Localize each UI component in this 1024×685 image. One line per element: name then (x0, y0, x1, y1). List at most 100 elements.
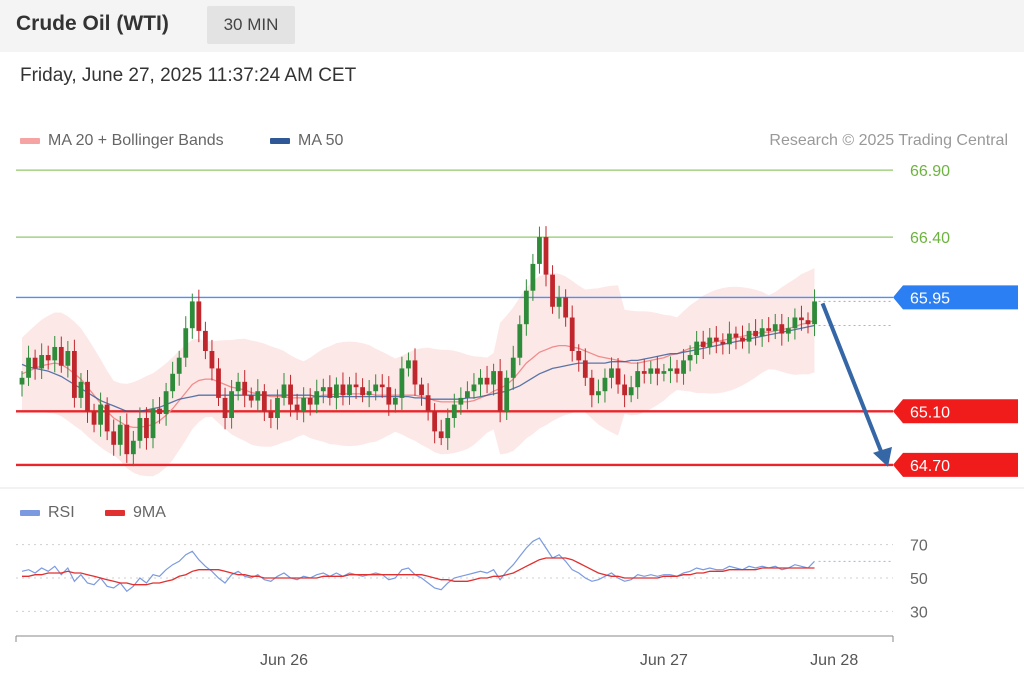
candle-body (412, 360, 418, 385)
candle-body (104, 404, 110, 432)
ma20-swatch (20, 137, 40, 144)
candle-body (517, 324, 523, 358)
candle-body (65, 351, 71, 366)
candle-body (288, 384, 293, 405)
candle-body (242, 381, 248, 396)
candle-body (746, 330, 752, 342)
rsi-tick-label: 30 (910, 604, 928, 621)
candle-body (268, 411, 274, 418)
level-label-66-40: 66.40 (910, 230, 950, 247)
candle-body (805, 320, 811, 325)
candle-body (91, 411, 97, 425)
candle-body (792, 317, 798, 329)
candle-body (144, 418, 149, 439)
candle-body (510, 357, 516, 378)
candle-body (504, 377, 510, 412)
candle-body (720, 341, 726, 345)
candle-body (248, 395, 254, 401)
candle-body (301, 397, 307, 412)
header-bar: Crude Oil (WTI) 30 MIN (0, 0, 1024, 52)
candle-body (556, 297, 562, 307)
candle-body (661, 371, 667, 374)
level-label-65-95: 65.95 (910, 290, 950, 307)
candle-body (26, 357, 31, 378)
rsi-tick-label: 50 (910, 571, 928, 588)
instrument-title: Crude Oil (WTI) (16, 12, 169, 35)
candle-body (654, 368, 660, 374)
candle-body (648, 368, 654, 374)
legend-rsi-ma: 9MA (105, 504, 166, 522)
candle-body (78, 381, 84, 398)
candle-body (694, 341, 700, 356)
candle-body (347, 384, 352, 396)
level-label-66-90: 66.90 (910, 163, 950, 180)
ma50-line (21, 324, 815, 412)
candle-body (563, 297, 569, 318)
candle-body (366, 391, 372, 396)
candle-body (471, 384, 477, 392)
legend-ma50: MA 50 (270, 132, 343, 150)
candle-body (635, 371, 641, 388)
candle-body (183, 328, 189, 358)
ma50-swatch (270, 137, 290, 144)
candle-body (340, 384, 346, 396)
candle-body (668, 368, 673, 372)
candle-body (569, 317, 575, 351)
candle-body (478, 377, 483, 385)
candle-body (170, 373, 176, 392)
candle-body (713, 337, 719, 342)
candle-body (327, 387, 333, 398)
candle-body (320, 387, 326, 392)
forecast-arrow-shaft (820, 302, 886, 460)
candle-body (379, 384, 385, 388)
candle-body (222, 397, 228, 418)
candle-body (157, 408, 162, 414)
candle-body (497, 371, 503, 412)
candle-body (523, 290, 529, 325)
candle-body (445, 418, 451, 439)
level-tag-65-10 (893, 399, 1018, 424)
candle-body (681, 360, 686, 374)
level-label-65-10: 65.10 (910, 404, 950, 421)
rsi-label: RSI (48, 504, 75, 521)
candle-body (203, 330, 208, 351)
candle-body (799, 317, 804, 321)
candle-body (117, 424, 123, 445)
candle-body (45, 355, 51, 361)
candle-body (537, 237, 542, 264)
candle-body (406, 360, 411, 369)
candle-body (39, 355, 45, 369)
level-label-64-70: 64.70 (910, 458, 950, 475)
candle-body (812, 301, 817, 325)
candle-body (491, 371, 496, 385)
timeframe-button[interactable]: 30 MIN (207, 6, 295, 44)
candle-body (438, 431, 444, 439)
forecast-arrow-head (873, 446, 892, 467)
timestamp: Friday, June 27, 2025 11:37:24 AM CET (20, 65, 357, 86)
candle-body (373, 384, 379, 392)
candle-body (353, 384, 359, 388)
candle-body (314, 391, 320, 405)
legend-ma20: MA 20 + Bollinger Bands (20, 132, 224, 150)
candle-body (543, 237, 549, 275)
candle-body (602, 377, 608, 392)
candle-body (392, 397, 398, 405)
candle-body (216, 368, 221, 398)
candle-body (229, 391, 234, 418)
rsi-swatch (20, 509, 40, 516)
candle-body (419, 384, 424, 396)
candle-body (622, 384, 627, 396)
candle-body (615, 368, 621, 385)
candle-body (785, 328, 791, 334)
rsi-ma-label: 9MA (133, 504, 166, 521)
candle-body (458, 397, 464, 405)
candle-body (399, 368, 405, 398)
candle-body (576, 351, 582, 361)
candle-body (766, 328, 772, 331)
copyright-text: Research © 2025 Trading Central (769, 132, 1008, 149)
candle-body (582, 360, 588, 378)
candle-body (294, 404, 300, 412)
rsi-tick-label: 70 (910, 538, 928, 555)
ma50-label: MA 50 (298, 132, 344, 149)
